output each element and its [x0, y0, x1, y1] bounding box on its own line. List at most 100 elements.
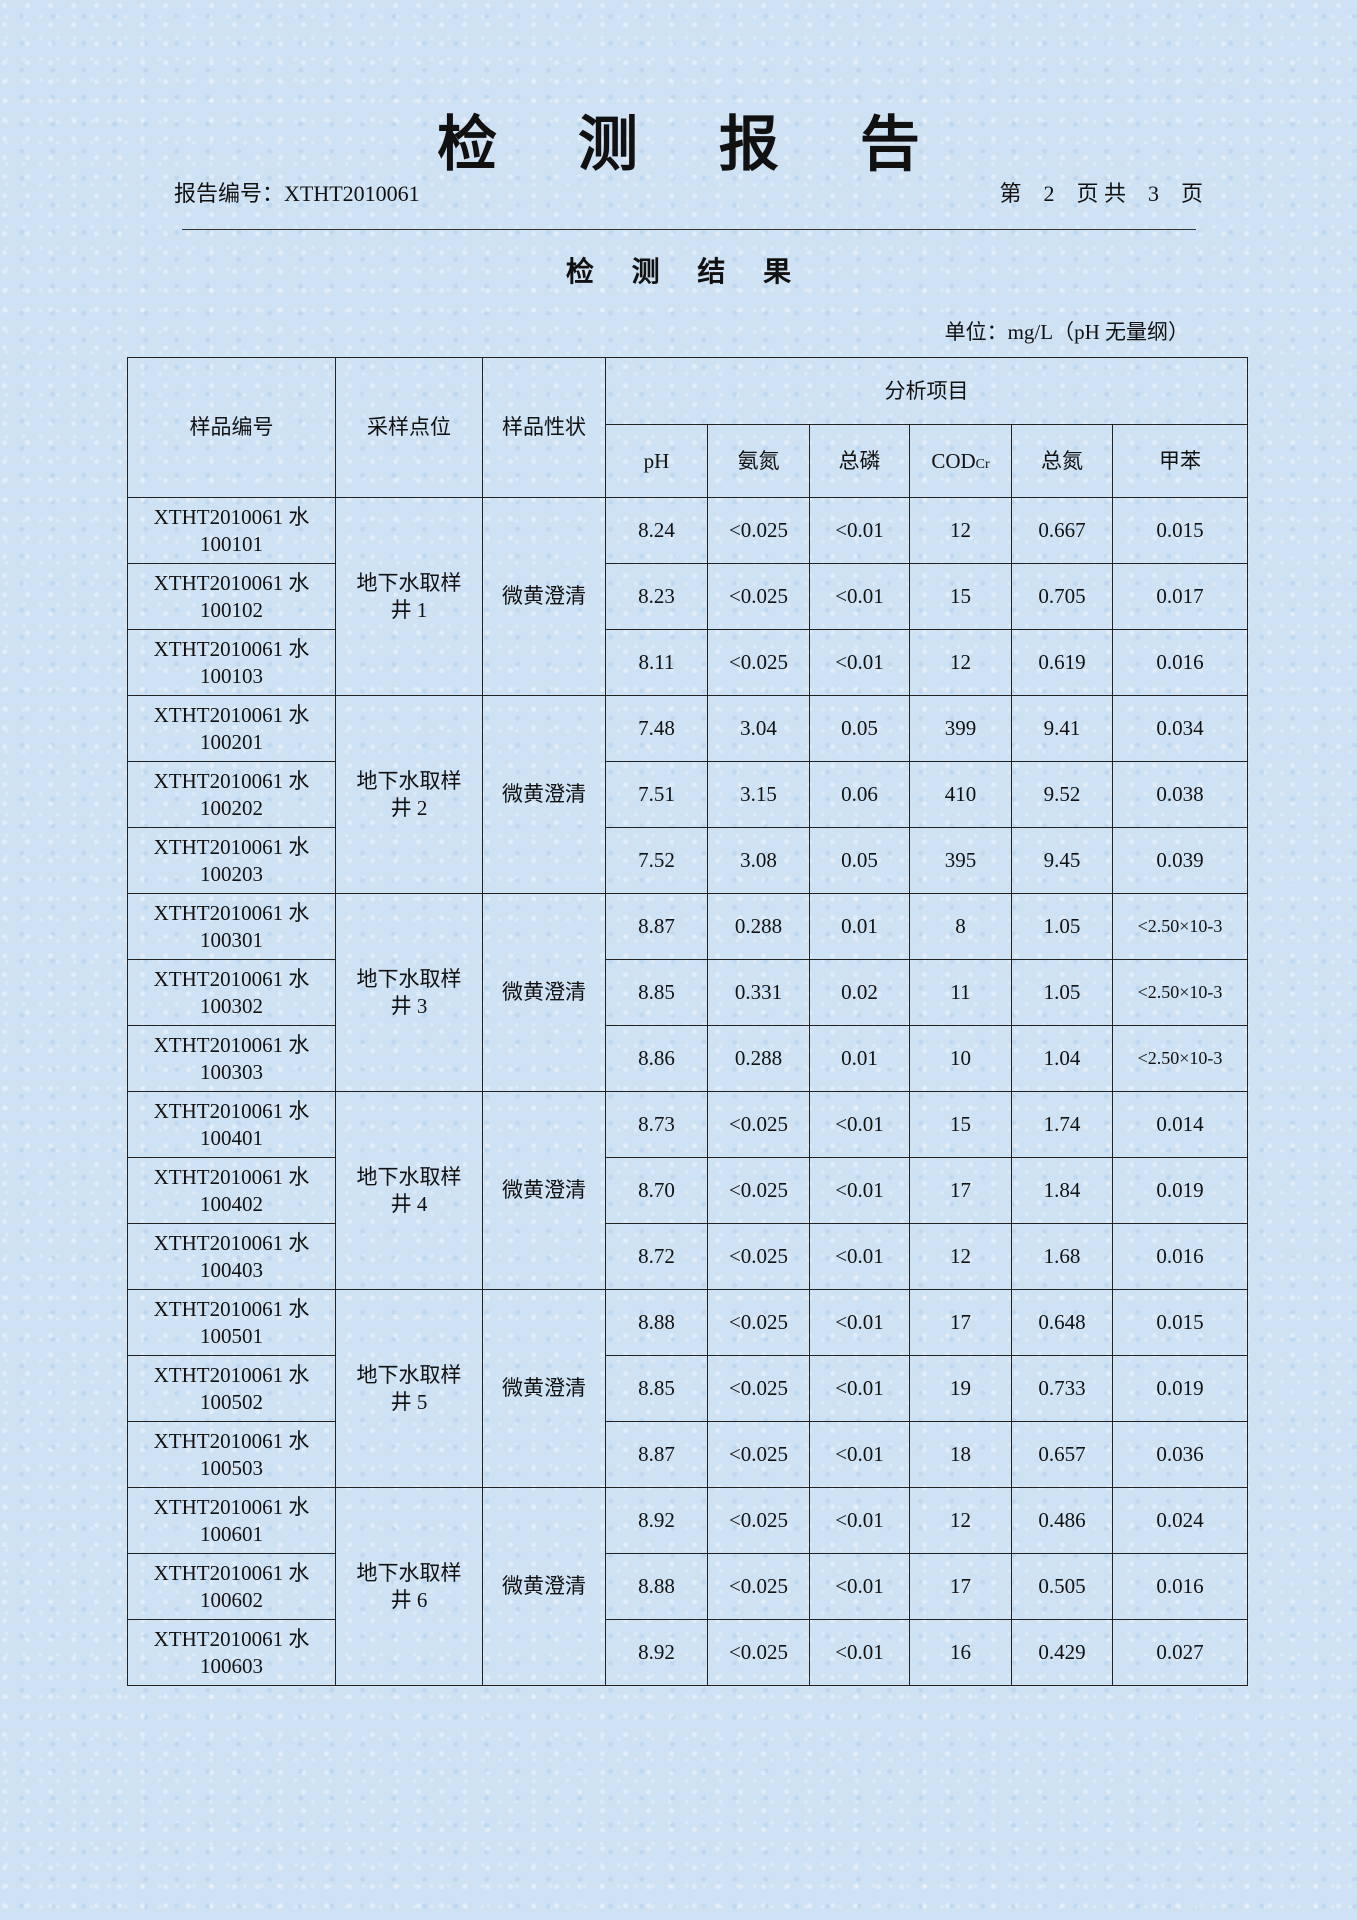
cod-subscript: Cr [975, 456, 990, 472]
table-row: XTHT2010061 水 100101 地下水取样井 1 微黄澄清 8.24 <0.0… [127, 497, 1248, 696]
value-cell: 0.036 [1112, 1421, 1248, 1488]
value-cell: 0.05 [809, 695, 910, 762]
value-cell: 8 [909, 893, 1012, 960]
report-title: 检 测 报 告 [437, 110, 950, 180]
value-cell: 17 [909, 1553, 1012, 1620]
sample-id-cell: XTHT2010061 水 100403 [127, 1223, 336, 1290]
table-row: XTHT2010061 水 100102 8.23 <0.025 <0.01 15 0.7… [127, 563, 1248, 630]
value-cell: 17 [909, 1289, 1012, 1356]
value-cell: 0.505 [1011, 1553, 1113, 1620]
value-cell: <0.01 [809, 1289, 910, 1356]
table-row: XTHT2010061 水 100503 8.87 <0.025 <0.01 18 0.6… [127, 1421, 1248, 1488]
value-cell: <0.025 [707, 1421, 810, 1488]
value-cell: 12 [909, 1223, 1012, 1290]
sample-id-cell: XTHT2010061 水 100101 [127, 497, 336, 564]
location-cell: 地下水取样井 6 [335, 1487, 483, 1686]
header-item-label: pH [643, 448, 670, 473]
value-cell: <0.025 [707, 1487, 810, 1554]
value-cell: 15 [909, 563, 1012, 630]
header-location: 采样点位 [335, 357, 483, 498]
value-cell: 8.88 [605, 1289, 708, 1356]
value-cell: 0.486 [1011, 1487, 1113, 1554]
value-cell: 0.016 [1112, 1553, 1248, 1620]
value-cell: 18 [909, 1421, 1012, 1488]
location-cell: 地下水取样井 5 [335, 1289, 483, 1488]
value-cell: 0.05 [809, 827, 910, 894]
value-cell: 395 [909, 827, 1012, 894]
value-cell: 0.648 [1011, 1289, 1113, 1356]
table-row: XTHT2010061 水 100502 8.85 <0.025 <0.01 19 0.7… [127, 1355, 1248, 1422]
value-cell: 0.733 [1011, 1355, 1113, 1422]
value-cell: 8.88 [605, 1553, 708, 1620]
header-item: 总磷 [809, 424, 910, 498]
header-item-label: 氨氮 [737, 448, 780, 473]
appearance-cell: 微黄澄清 [482, 1091, 606, 1290]
value-cell: <0.01 [809, 1487, 910, 1554]
header-item: 氨氮 [707, 424, 810, 498]
table-row: XTHT2010061 水 100303 8.86 0.288 0.01 10 1.04 <… [127, 1025, 1248, 1092]
unit-note: 单位：mg/L（pH 无量纲） [944, 320, 1189, 344]
sample-id-cell: XTHT2010061 水 100103 [127, 629, 336, 696]
value-cell: 410 [909, 761, 1012, 828]
value-cell: 0.017 [1112, 563, 1248, 630]
location-cell: 地下水取样井 3 [335, 893, 483, 1092]
value-cell: 0.06 [809, 761, 910, 828]
sample-id-cell: XTHT2010061 水 100301 [127, 893, 336, 960]
value-cell: 0.027 [1112, 1619, 1248, 1686]
value-cell: 16 [909, 1619, 1012, 1686]
value-cell: 0.034 [1112, 695, 1248, 762]
value-cell: <0.025 [707, 1091, 810, 1158]
value-cell: 7.48 [605, 695, 708, 762]
value-cell: 12 [909, 1487, 1012, 1554]
table-row: XTHT2010061 水 100601 地下水取样井 6 微黄澄清 8.92 <0.0… [127, 1487, 1248, 1686]
value-cell: 0.429 [1011, 1619, 1113, 1686]
value-cell: 0.024 [1112, 1487, 1248, 1554]
sample-id-cell: XTHT2010061 水 100202 [127, 761, 336, 828]
value-cell: <0.025 [707, 1553, 810, 1620]
value-cell: 1.74 [1011, 1091, 1113, 1158]
header-analysis: 分析项目 [605, 357, 1248, 425]
value-cell: 8.86 [605, 1025, 708, 1092]
value-cell: 8.87 [605, 893, 708, 960]
table-row: XTHT2010061 水 100201 地下水取样井 2 微黄澄清 7.48 3.04… [127, 695, 1248, 894]
value-cell: 8.92 [605, 1487, 708, 1554]
header-item-label: 总磷 [838, 448, 881, 473]
value-cell: 10 [909, 1025, 1012, 1092]
value-cell: 8.72 [605, 1223, 708, 1290]
value-cell: 17 [909, 1157, 1012, 1224]
table-row: XTHT2010061 水 100401 地下水取样井 4 微黄澄清 8.73 <0.0… [127, 1091, 1248, 1290]
sample-id-cell: XTHT2010061 水 100303 [127, 1025, 336, 1092]
value-cell: <2.50×10-3 [1112, 893, 1248, 960]
table-row: XTHT2010061 水 100302 8.85 0.331 0.02 11 1.05 <… [127, 959, 1248, 1026]
value-cell: 12 [909, 629, 1012, 696]
value-cell: <0.025 [707, 1157, 810, 1224]
value-cell: 11 [909, 959, 1012, 1026]
value-cell: 0.038 [1112, 761, 1248, 828]
appearance-cell: 微黄澄清 [482, 893, 606, 1092]
value-cell: 19 [909, 1355, 1012, 1422]
sample-id-cell: XTHT2010061 水 100603 [127, 1619, 336, 1686]
value-cell: 8.70 [605, 1157, 708, 1224]
value-cell: 0.014 [1112, 1091, 1248, 1158]
value-cell: 8.23 [605, 563, 708, 630]
value-cell: 9.52 [1011, 761, 1113, 828]
table-row: XTHT2010061 水 100301 地下水取样井 3 微黄澄清 8.87 0.28… [127, 893, 1248, 1092]
table-row: XTHT2010061 水 100602 8.88 <0.025 <0.01 17 0.5… [127, 1553, 1248, 1620]
value-cell: 1.05 [1011, 893, 1113, 960]
value-cell: <2.50×10-3 [1112, 1025, 1248, 1092]
sample-id-cell: XTHT2010061 水 100503 [127, 1421, 336, 1488]
results-table: 样品编号 采样点位 样品性状 分析项目 pH 氨氮 总磷 CODCr 总氮 甲苯 XTHT… [127, 357, 1248, 1686]
value-cell: 9.45 [1011, 827, 1113, 894]
value-cell: <0.025 [707, 1619, 810, 1686]
value-cell: 0.619 [1011, 629, 1113, 696]
header-item: pH [605, 424, 708, 498]
header-item: CODCr [909, 424, 1012, 498]
value-cell: 7.51 [605, 761, 708, 828]
value-cell: 0.657 [1011, 1421, 1113, 1488]
value-cell: 1.68 [1011, 1223, 1113, 1290]
sample-id-cell: XTHT2010061 水 100302 [127, 959, 336, 1026]
value-cell: <0.01 [809, 497, 910, 564]
value-cell: 0.015 [1112, 1289, 1248, 1356]
value-cell: 8.87 [605, 1421, 708, 1488]
value-cell: 3.08 [707, 827, 810, 894]
